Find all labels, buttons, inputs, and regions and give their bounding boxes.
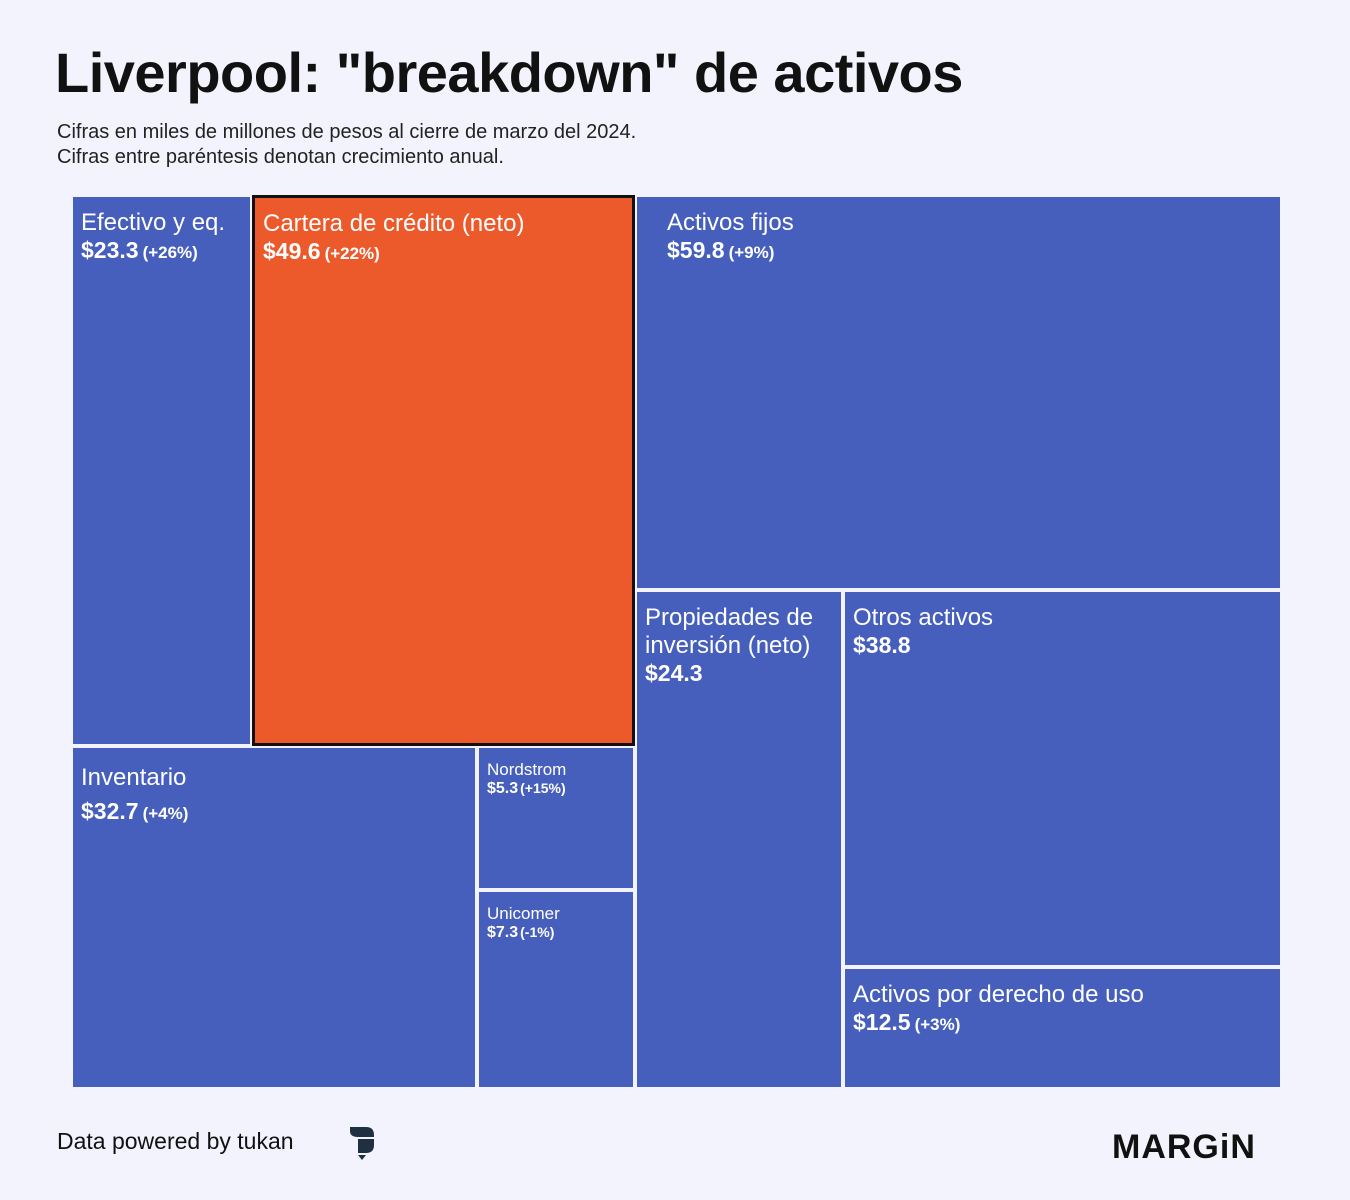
treemap-chart: Efectivo y eq. $23.3 (+26%) Cartera de créd… (71, 195, 1282, 1089)
treemap-tile-cartera[interactable]: Cartera de crédito (neto) $49.6 (+22%) (252, 195, 635, 746)
chart-subtitle-units: Cifras en miles de millones de pesos al … (57, 121, 637, 143)
treemap-tile-inventario[interactable]: Inventario $32.7 (+4%) (71, 746, 477, 1089)
tile-value: $12.5 (853, 1009, 911, 1035)
treemap-tile-unicomer[interactable]: Unicomer $7.3 (-1%) (477, 890, 635, 1089)
tile-growth: (+15%) (520, 780, 566, 796)
tile-label: Inventario (81, 764, 187, 791)
treemap-tile-propiedades[interactable]: Propiedades de inversión (neto) $24.3 (635, 590, 843, 1089)
treemap-tile-otros[interactable]: Otros activos $38.8 (843, 590, 1282, 967)
tile-value: $38.8 (853, 632, 911, 658)
tile-label: Unicomer (487, 904, 560, 923)
tile-value: $7.3 (487, 924, 519, 941)
chart-subtitle-note: Cifras entre paréntesis denotan crecimie… (57, 146, 504, 168)
tile-growth: (+4%) (142, 804, 189, 823)
tile-value: $5.3 (487, 780, 519, 797)
tile-value: $49.6 (263, 238, 321, 264)
tile-label: Nordstrom (487, 760, 567, 779)
tile-growth: (+26%) (142, 243, 198, 262)
tile-value: $32.7 (81, 798, 139, 824)
treemap-tile-activos-fijos[interactable]: Activos fijos $59.8 (+9%) (635, 195, 1282, 590)
margin-brand-logo: MARGiN (1112, 1128, 1256, 1166)
tile-label: Activos fijos (667, 209, 794, 236)
tile-label: Cartera de crédito (neto) (263, 210, 525, 237)
tile-value: $59.8 (667, 237, 725, 263)
data-credit: Data powered by tukan (57, 1128, 294, 1154)
tile-label: Efectivo y eq. (81, 209, 226, 236)
tukan-logo-icon (350, 1127, 374, 1160)
treemap-tile-efectivo[interactable]: Efectivo y eq. $23.3 (+26%) (71, 195, 252, 746)
tile-value: $23.3 (81, 237, 139, 263)
tile-label: Otros activos (853, 604, 994, 631)
tile-label: Propiedades de inversión (neto) (645, 604, 814, 659)
tile-label: Activos por derecho de uso (853, 981, 1144, 1008)
chart-title: Liverpool: "breakdown" de activos (55, 41, 963, 104)
tile-growth: (+22%) (324, 244, 380, 263)
tile-growth: (-1%) (520, 924, 555, 940)
treemap-tile-nordstrom[interactable]: Nordstrom $5.3 (+15%) (477, 746, 635, 890)
treemap-tile-derecho-uso[interactable]: Activos por derecho de uso $12.5 (+3%) (843, 967, 1282, 1089)
tile-value: $24.3 (645, 660, 703, 686)
tile-growth: (+3%) (914, 1015, 961, 1034)
tile-growth: (+9%) (728, 243, 775, 262)
